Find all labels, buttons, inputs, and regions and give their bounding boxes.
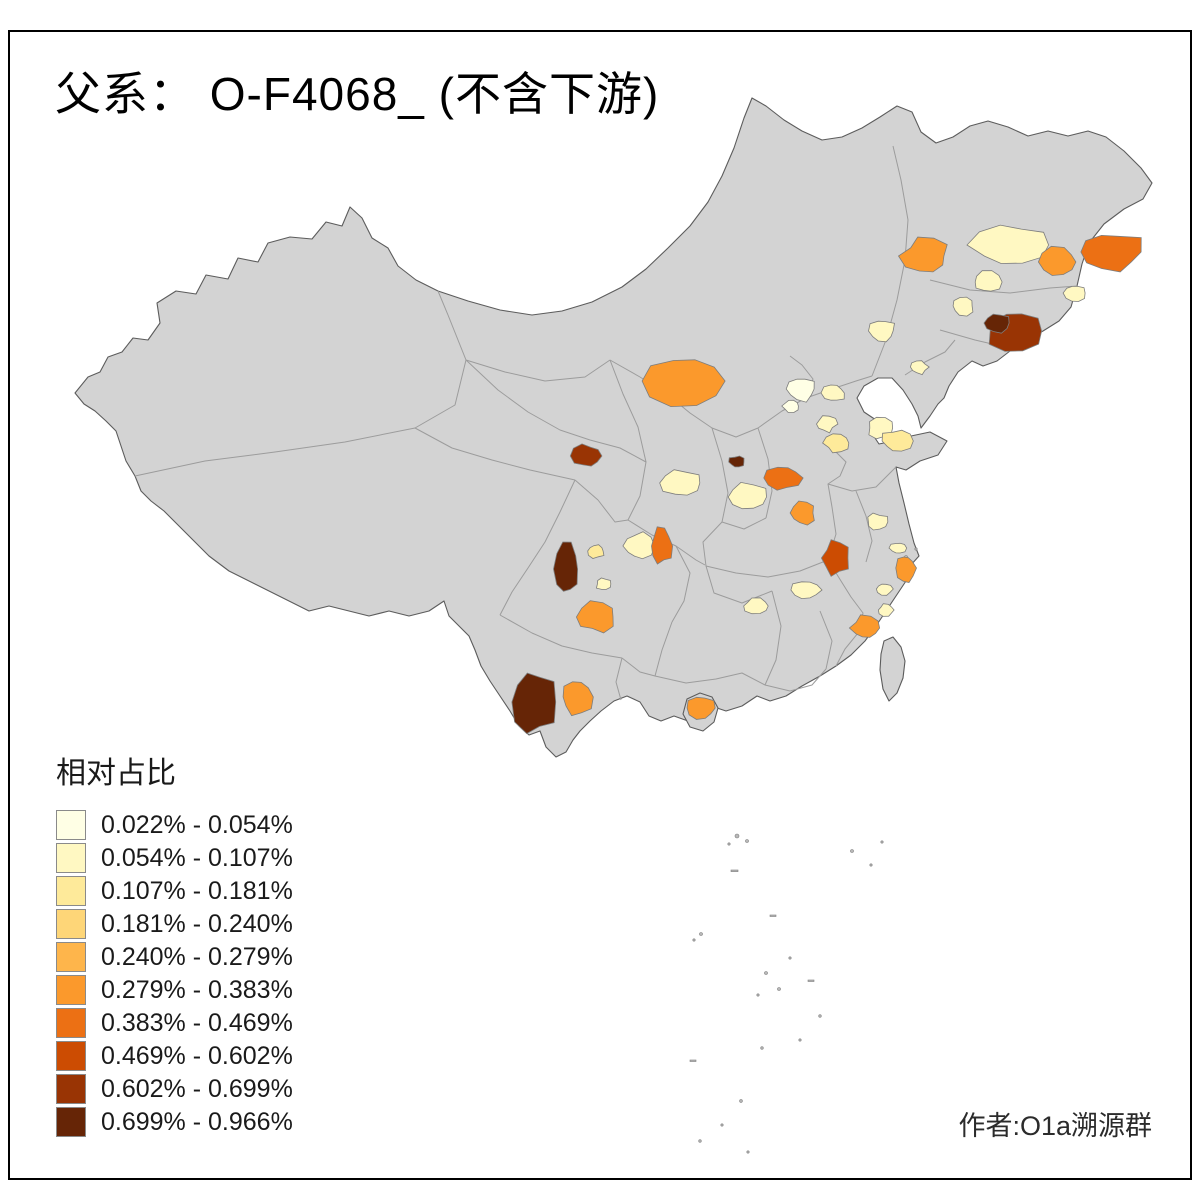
legend-entries: 0.022% - 0.054% 0.054% - 0.107% 0.107% - 0…	[56, 810, 293, 1137]
map-region	[875, 583, 894, 596]
map-region	[1037, 245, 1077, 276]
legend-swatch	[56, 1107, 86, 1137]
map-region	[641, 359, 726, 408]
legend-label: 0.699% - 0.966%	[101, 1107, 293, 1136]
map-region	[848, 614, 881, 638]
map-regions	[511, 224, 1142, 735]
map-region	[651, 526, 674, 565]
map-region	[686, 696, 716, 720]
map-region	[562, 681, 594, 717]
map-region	[1062, 286, 1086, 302]
legend-swatch	[56, 1008, 86, 1038]
legend-label: 0.602% - 0.699%	[101, 1074, 293, 1103]
figure-frame	[8, 30, 1192, 1180]
legend-entry: 0.279% - 0.383%	[56, 975, 293, 1005]
legend-label: 0.469% - 0.602%	[101, 1041, 293, 1070]
map-region	[622, 531, 656, 560]
china-mainland	[74, 97, 1153, 758]
map-region	[511, 672, 557, 735]
legend-entry: 0.181% - 0.240%	[56, 909, 293, 939]
legend-label: 0.181% - 0.240%	[101, 909, 293, 938]
map-region	[909, 360, 930, 376]
legend-entry: 0.022% - 0.054%	[56, 810, 293, 840]
legend-entry: 0.107% - 0.181%	[56, 876, 293, 906]
map-region	[790, 581, 823, 600]
map-region	[816, 415, 839, 434]
map-region	[966, 224, 1050, 264]
map-region	[877, 603, 895, 617]
map-region	[952, 296, 974, 317]
legend-label: 0.054% - 0.107%	[101, 843, 293, 872]
map-region	[575, 600, 614, 634]
legend-entry: 0.469% - 0.602%	[56, 1041, 293, 1071]
map-region	[974, 270, 1003, 292]
map-region	[763, 466, 804, 491]
legend-swatch	[56, 909, 86, 939]
legend-entry: 0.240% - 0.279%	[56, 942, 293, 972]
legend-label: 0.107% - 0.181%	[101, 876, 293, 905]
map-region	[728, 455, 745, 468]
attribution: 作者:O1a溯源群	[958, 1111, 1152, 1141]
map-region	[868, 320, 895, 343]
legend: 相对占比 0.022% - 0.054% 0.054% - 0.107% 0.107…	[56, 748, 293, 1140]
map-region	[659, 469, 701, 496]
legend-swatch	[56, 843, 86, 873]
legend-entry: 0.054% - 0.107%	[56, 843, 293, 873]
legend-swatch	[56, 942, 86, 972]
legend-swatch	[56, 975, 86, 1005]
map-region	[569, 443, 603, 467]
map-region	[983, 313, 1010, 334]
map-region	[888, 542, 908, 554]
legend-label: 0.279% - 0.383%	[101, 975, 293, 1004]
legend-entry: 0.383% - 0.469%	[56, 1008, 293, 1038]
map-region	[781, 399, 799, 413]
legend-label: 0.383% - 0.469%	[101, 1008, 293, 1037]
map-region	[785, 378, 815, 403]
legend-label: 0.022% - 0.054%	[101, 810, 293, 839]
legend-entry: 0.602% - 0.699%	[56, 1074, 293, 1104]
map-region	[1080, 234, 1142, 273]
map-region	[727, 481, 767, 510]
map-region	[820, 384, 845, 401]
page-title: 父系： O-F4068_ (不含下游)	[55, 68, 660, 120]
map-region	[587, 544, 605, 559]
legend-title: 相对占比	[56, 757, 176, 790]
legend-swatch	[56, 1074, 86, 1104]
map-region	[895, 556, 917, 583]
legend-swatch	[56, 810, 86, 840]
map-region	[881, 429, 914, 452]
map-region	[789, 500, 815, 526]
map-region	[897, 236, 948, 273]
south-china-sea-islands	[689, 547, 918, 1154]
legend-entry: 0.699% - 0.966%	[56, 1107, 293, 1137]
map-region	[595, 577, 612, 590]
map-region	[867, 512, 889, 531]
legend-swatch	[56, 1041, 86, 1071]
taiwan-island	[879, 636, 906, 702]
map-region	[553, 541, 579, 592]
map-region	[743, 597, 769, 615]
map-region	[822, 433, 850, 454]
legend-swatch	[56, 876, 86, 906]
map-region	[820, 539, 849, 577]
legend-label: 0.240% - 0.279%	[101, 942, 293, 971]
